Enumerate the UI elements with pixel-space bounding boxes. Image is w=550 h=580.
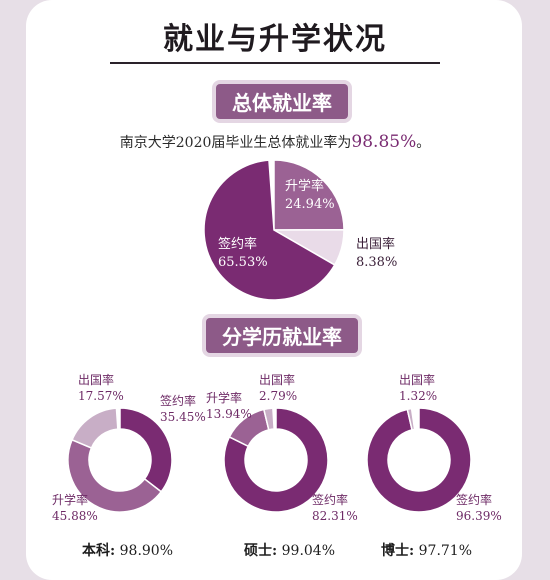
ug-sign-label: 签约率 35.45% <box>160 393 206 425</box>
master-donut-chart <box>223 407 329 513</box>
ms-abroad-name: 出国率 <box>259 373 296 387</box>
doctor-rate: 博士: 97.71% <box>381 540 472 560</box>
ms-further-value: 13.94% <box>206 407 252 421</box>
ug-abroad-value: 17.57% <box>78 389 124 403</box>
phd-abroad-label: 出国率 1.32% <box>399 372 437 404</box>
ms-sign-value: 82.31% <box>312 509 358 523</box>
ms-further-name: 升学率 <box>206 391 243 405</box>
main-abroad-label: 出国率 8.38% <box>356 236 397 272</box>
main-sign-label: 签约率 65.53% <box>218 236 268 272</box>
ms-abroad-value: 2.79% <box>259 389 298 403</box>
ug-donut-slice-2 <box>71 407 119 449</box>
overall-sentence-suffix: 。 <box>416 135 431 151</box>
overall-rate-value: 98.85% <box>351 132 417 152</box>
ug-further-label: 升学率 45.88% <box>52 492 98 524</box>
ms-donut-slice-2 <box>262 407 275 431</box>
phd-abroad-name: 出国率 <box>399 373 436 387</box>
main-further-name: 升学率 <box>285 179 325 194</box>
title-divider <box>110 62 440 64</box>
ms-donut-slice-0 <box>223 407 329 513</box>
chart-canvas <box>67 159 472 513</box>
ug-abroad-name: 出国率 <box>78 373 115 387</box>
phd-sign-value: 96.39% <box>456 509 502 523</box>
main-sign-name: 签约率 <box>218 237 258 252</box>
by-degree-section-pill: 分学历就业率 <box>206 318 358 353</box>
ms-abroad-label: 出国率 2.79% <box>259 372 297 404</box>
phd-abroad-value: 1.32% <box>399 389 438 403</box>
undergrad-donut-chart <box>67 407 173 513</box>
page-title: 就业与升学状况 <box>163 22 387 57</box>
ms-sign-label: 签约率 82.31% <box>312 492 358 524</box>
phd-donut-slice-1 <box>406 407 416 431</box>
ug-donut-slice-1 <box>67 438 163 513</box>
overall-sentence: 南京大学2020届毕业生总体就业率为98.85%。 <box>0 132 550 152</box>
main-pie-slice-0 <box>203 159 336 301</box>
ms-sign-name: 签约率 <box>312 493 349 507</box>
doctor-donut-chart <box>366 407 472 513</box>
main-further-value: 24.94% <box>285 197 335 212</box>
undergrad-rate: 本科: 98.90% <box>82 540 173 560</box>
overall-sentence-prefix: 南京大学2020届毕业生总体就业率为 <box>119 135 352 151</box>
phd-donut-slice-0 <box>366 407 472 513</box>
ug-abroad-label: 出国率 17.57% <box>78 372 124 404</box>
doctor-rate-value: 97.71% <box>418 543 473 559</box>
ug-sign-value: 35.45% <box>160 410 206 424</box>
main-sign-value: 65.53% <box>218 255 268 270</box>
master-rate-value: 99.04% <box>281 543 336 559</box>
undergrad-rate-name: 本科: <box>82 543 116 559</box>
ug-further-value: 45.88% <box>52 509 98 523</box>
main-pie-slice-1 <box>273 159 345 231</box>
ms-further-label: 升学率 13.94% <box>206 390 252 422</box>
main-further-label: 升学率 24.94% <box>285 178 335 214</box>
main-abroad-name: 出国率 <box>356 237 396 252</box>
overall-pie-chart <box>203 159 345 301</box>
main-abroad-value: 8.38% <box>356 255 398 270</box>
master-rate-name: 硕士: <box>244 543 278 559</box>
ug-further-name: 升学率 <box>52 493 89 507</box>
undergrad-rate-value: 98.90% <box>119 543 174 559</box>
ug-sign-name: 签约率 <box>160 394 197 408</box>
doctor-rate-name: 博士: <box>381 543 415 559</box>
phd-sign-label: 签约率 96.39% <box>456 492 502 524</box>
phd-sign-name: 签约率 <box>456 493 493 507</box>
master-rate: 硕士: 99.04% <box>244 540 335 560</box>
ug-donut-slice-0 <box>119 407 173 493</box>
overall-section-pill: 总体就业率 <box>216 84 348 119</box>
